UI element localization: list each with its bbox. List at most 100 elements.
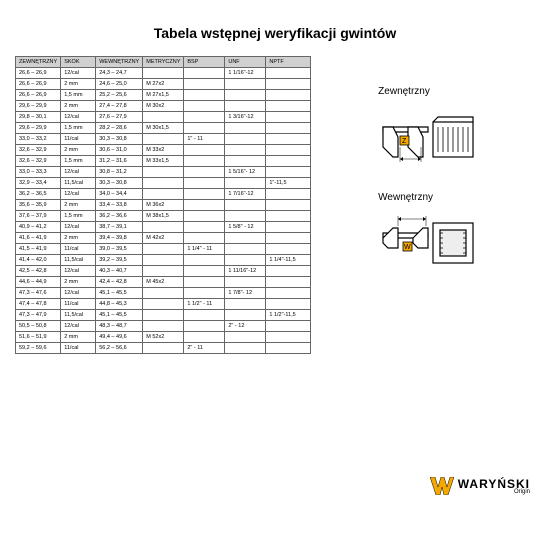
table-cell: 41,4 – 42,0	[16, 255, 61, 266]
table-cell	[143, 167, 184, 178]
table-cell: 33,0 – 33,3	[16, 167, 61, 178]
table-cell: 11/cal	[61, 134, 96, 145]
table-cell	[184, 211, 225, 222]
table-cell	[184, 123, 225, 134]
diagrams-column: Zewnętrzny Z	[321, 56, 535, 354]
table-row: 33,0 – 33,211/cal30,3 – 30,81" - 11	[16, 134, 311, 145]
table-cell: 26,6 – 26,9	[16, 90, 61, 101]
table-cell: M 42x2	[143, 233, 184, 244]
table-cell	[184, 101, 225, 112]
table-cell	[184, 112, 225, 123]
svg-text:Z: Z	[402, 138, 407, 145]
table-cell: 27,4 – 27,8	[96, 101, 143, 112]
table-cell	[143, 134, 184, 145]
table-cell	[225, 178, 266, 189]
external-label: Zewnętrzny	[378, 86, 478, 97]
table-cell: 12/cal	[61, 321, 96, 332]
table-cell	[266, 222, 311, 233]
table-cell: M 27x2	[143, 79, 184, 90]
table-cell: 1"-11,5	[266, 178, 311, 189]
table-cell	[225, 255, 266, 266]
table-cell	[225, 156, 266, 167]
table-cell: 1 5/16"- 12	[225, 167, 266, 178]
table-cell: 2 mm	[61, 233, 96, 244]
table-cell	[266, 167, 311, 178]
table-cell: 12/cal	[61, 288, 96, 299]
table-cell: 26,6 – 26,9	[16, 79, 61, 90]
external-caliper-icon: Z	[378, 102, 478, 172]
column-header: WEWNĘTRZNY	[96, 57, 143, 68]
table-cell: 29,8 – 30,1	[16, 112, 61, 123]
table-cell: 30,3 – 30,8	[96, 178, 143, 189]
table-cell	[225, 244, 266, 255]
table-cell	[225, 277, 266, 288]
table-cell: 27,6 – 27,9	[96, 112, 143, 123]
table-cell: M 30x2	[143, 101, 184, 112]
table-cell: 26,6 – 26,9	[16, 68, 61, 79]
table-cell: 48,3 – 48,7	[96, 321, 143, 332]
table-cell: 35,6 – 35,9	[16, 200, 61, 211]
table-cell	[184, 145, 225, 156]
table-cell	[266, 233, 311, 244]
table-cell	[184, 167, 225, 178]
table-cell	[225, 123, 266, 134]
table-row: 35,6 – 35,92 mm33,4 – 33,8M 36x2	[16, 200, 311, 211]
table-cell	[184, 156, 225, 167]
table-row: 26,6 – 26,912/cal24,3 – 24,71 1/16"-12	[16, 68, 311, 79]
table-cell: 30,8 – 31,2	[96, 167, 143, 178]
table-cell: 11/cal	[61, 299, 96, 310]
page-title: Tabela wstępnej weryfikacji gwintów	[15, 25, 535, 41]
table-cell	[184, 90, 225, 101]
table-cell: 47,3 – 47,6	[16, 288, 61, 299]
table-cell: 47,3 – 47,9	[16, 310, 61, 321]
table-cell	[143, 288, 184, 299]
table-cell	[184, 68, 225, 79]
svg-text:W: W	[404, 244, 411, 251]
table-cell: 1 5/8" - 12	[225, 222, 266, 233]
table-cell	[143, 255, 184, 266]
table-row: 33,0 – 33,312/cal30,8 – 31,2 1 5/16"- 12	[16, 167, 311, 178]
table-cell	[143, 112, 184, 123]
table-cell: 36,2 – 36,5	[16, 189, 61, 200]
table-cell: 2 mm	[61, 277, 96, 288]
table-cell: 32,9 – 33,4	[16, 178, 61, 189]
table-cell: 41,6 – 41,9	[16, 233, 61, 244]
table-cell: 12/cal	[61, 266, 96, 277]
table-row: 41,4 – 42,011,5/cal39,2 – 39,51 1/4"-11,…	[16, 255, 311, 266]
table-cell: 1 1/4"-11,5	[266, 255, 311, 266]
table-cell: 30,3 – 30,8	[96, 134, 143, 145]
table-cell	[143, 266, 184, 277]
table-row: 37,6 – 37,91,5 mm36,2 – 36,6M 38x1,5	[16, 211, 311, 222]
table-cell	[184, 277, 225, 288]
table-cell: 34,0 – 34,4	[96, 189, 143, 200]
table-cell	[184, 332, 225, 343]
column-header: NPTF	[266, 57, 311, 68]
table-row: 26,6 – 26,91,5 mm25,2 – 25,6M 27x1,5	[16, 90, 311, 101]
table-cell: 36,2 – 36,6	[96, 211, 143, 222]
table-cell: 12/cal	[61, 112, 96, 123]
table-cell: 42,5 – 42,8	[16, 266, 61, 277]
table-cell: 59,2 – 59,6	[16, 343, 61, 354]
table-cell	[225, 299, 266, 310]
table-cell	[266, 134, 311, 145]
internal-label: Wewnętrzny	[378, 192, 478, 203]
table-cell	[266, 343, 311, 354]
table-cell: 41,5 – 41,9	[16, 244, 61, 255]
table-header-row: ZEWNĘTRZNYSKOKWEWNĘTRZNYMETRYCZNYBSPUNFN…	[16, 57, 311, 68]
table-cell	[184, 200, 225, 211]
table-cell: 11/cal	[61, 343, 96, 354]
table-cell: 28,2 – 28,6	[96, 123, 143, 134]
table-cell: 39,4 – 39,8	[96, 233, 143, 244]
table-cell	[184, 255, 225, 266]
table-cell	[143, 189, 184, 200]
table-cell: 12/cal	[61, 167, 96, 178]
column-header: SKOK	[61, 57, 96, 68]
table-cell	[266, 101, 311, 112]
table-cell	[225, 332, 266, 343]
table-cell: 40,9 – 41,2	[16, 222, 61, 233]
table-cell: 1,5 mm	[61, 156, 96, 167]
table-cell	[225, 200, 266, 211]
table-cell: 11,5/cal	[61, 310, 96, 321]
table-cell: 29,6 – 29,9	[16, 123, 61, 134]
table-row: 42,5 – 42,812/cal40,3 – 40,71 11/16"-12	[16, 266, 311, 277]
